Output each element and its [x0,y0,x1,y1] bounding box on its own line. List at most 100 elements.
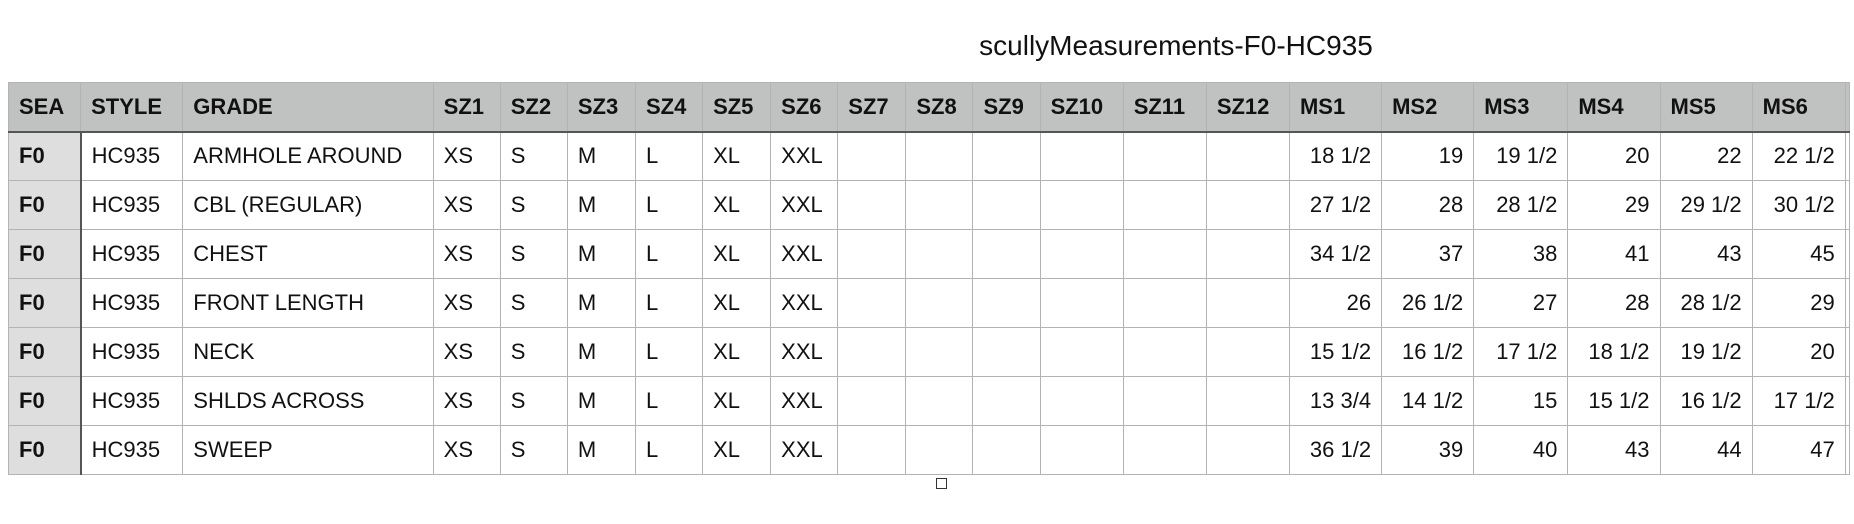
table-cell[interactable] [1039,376,1124,426]
table-cell[interactable]: L [634,327,704,377]
table-cell[interactable] [1122,327,1207,377]
table-cell[interactable] [1122,278,1207,328]
table-cell[interactable]: M [566,229,636,279]
table-cell[interactable]: XL [702,425,772,475]
table-cell[interactable]: M [566,327,636,377]
table-cell[interactable]: 41 [1567,229,1661,279]
table-cell[interactable] [1122,180,1207,230]
column-header-sea[interactable]: SEA [7,82,82,133]
column-header-sz5[interactable]: SZ5 [702,82,772,133]
table-cell[interactable]: 13 3/4 [1288,376,1383,426]
column-header-sz9[interactable]: SZ9 [972,82,1041,133]
table-cell[interactable] [837,180,907,230]
table-cell[interactable]: F0 [7,327,82,377]
table-cell[interactable]: XXL [770,425,839,475]
table-cell[interactable]: CBL (REGULAR) [182,180,434,230]
table-cell[interactable] [837,229,907,279]
table-cell[interactable]: 17 1/2 [1473,327,1569,377]
table-cell[interactable] [972,327,1041,377]
table-cell[interactable] [905,180,974,230]
table-cell[interactable]: FRONT LENGTH [182,278,434,328]
table-cell[interactable] [837,131,907,181]
table-cell[interactable]: 39 [1381,425,1475,475]
table-cell[interactable]: 45 [1751,229,1846,279]
table-cell[interactable]: 38 [1473,229,1569,279]
table-cell[interactable]: F0 [7,278,82,328]
table-cell[interactable]: 14 1/2 [1381,376,1475,426]
table-cell[interactable]: S [499,131,568,181]
table-cell[interactable] [1039,327,1124,377]
table-cell[interactable]: XXL [770,376,839,426]
table-cell[interactable]: 17 1/2 [1751,376,1846,426]
column-header-ms6[interactable]: MS6 [1751,82,1846,133]
table-cell[interactable]: HC935 [80,278,184,328]
table-cell[interactable] [1205,229,1290,279]
table-cell[interactable]: 28 1/2 [1659,278,1753,328]
table-cell[interactable]: XXL [770,131,839,181]
table-cell[interactable] [972,229,1041,279]
table-cell[interactable]: 36 1/2 [1288,425,1383,475]
table-cell[interactable]: 20 [1751,327,1846,377]
table-cell[interactable]: 18 1/2 [1288,131,1383,181]
table-cell[interactable] [1039,425,1124,475]
table-cell[interactable]: XS [432,376,501,426]
table-cell[interactable]: F0 [7,376,82,426]
table-cell[interactable]: L [634,180,704,230]
column-header-ms1[interactable]: MS1 [1288,82,1383,133]
column-header-grade[interactable]: GRADE [182,82,434,133]
table-cell[interactable]: XS [432,180,501,230]
column-header-ms4[interactable]: MS4 [1567,82,1661,133]
table-cell[interactable]: 20 [1567,131,1661,181]
table-cell[interactable]: XL [702,327,772,377]
table-cell[interactable]: M [566,278,636,328]
table-cell[interactable]: 28 [1381,180,1475,230]
table-cell[interactable] [837,278,907,328]
table-cell[interactable] [1039,180,1124,230]
table-cell[interactable] [1205,376,1290,426]
column-header-sz10[interactable]: SZ10 [1039,82,1124,133]
table-cell[interactable] [1844,131,1851,181]
table-cell[interactable] [905,131,974,181]
table-cell[interactable] [1122,425,1207,475]
table-resize-handle[interactable] [936,478,947,489]
table-cell[interactable] [1122,229,1207,279]
table-cell[interactable]: F0 [7,425,82,475]
table-cell[interactable]: 22 1/2 [1751,131,1846,181]
table-cell[interactable] [1205,327,1290,377]
table-cell[interactable]: 44 [1659,425,1753,475]
table-cell[interactable] [1205,131,1290,181]
table-cell[interactable]: L [634,278,704,328]
table-cell[interactable] [1122,376,1207,426]
measurements-table[interactable]: SEA STYLE GRADE SZ1 SZ2 SZ3 SZ4 SZ5 SZ6 SZ7 SZ8 SZ9… [7,82,1851,475]
table-cell[interactable] [905,278,974,328]
table-cell[interactable] [905,376,974,426]
table-cell[interactable]: 34 1/2 [1288,229,1383,279]
table-cell[interactable]: 30 1/2 [1751,180,1846,230]
table-cell[interactable]: HC935 [80,229,184,279]
column-header-sz3[interactable]: SZ3 [566,82,636,133]
table-cell[interactable]: XL [702,376,772,426]
table-cell[interactable]: S [499,229,568,279]
column-header-style[interactable]: STYLE [80,82,184,133]
table-cell[interactable]: 43 [1659,229,1753,279]
table-cell[interactable]: 16 1/2 [1659,376,1753,426]
table-cell[interactable]: 15 1/2 [1567,376,1661,426]
table-cell[interactable] [905,425,974,475]
table-cell[interactable] [1205,425,1290,475]
table-cell[interactable]: 15 1/2 [1288,327,1383,377]
table-cell[interactable]: 18 1/2 [1567,327,1661,377]
column-header-sz11[interactable]: SZ11 [1122,82,1207,133]
column-header-sz12[interactable]: SZ12 [1205,82,1290,133]
table-cell[interactable] [972,180,1041,230]
table-cell[interactable]: 43 [1567,425,1661,475]
table-cell[interactable]: XS [432,327,501,377]
column-header-sz4[interactable]: SZ4 [634,82,704,133]
table-cell[interactable]: XL [702,131,772,181]
table-cell[interactable]: HC935 [80,425,184,475]
table-cell[interactable] [837,376,907,426]
table-cell[interactable] [1039,229,1124,279]
column-header-sz1[interactable]: SZ1 [432,82,501,133]
table-cell[interactable]: S [499,327,568,377]
table-cell[interactable]: S [499,425,568,475]
table-cell[interactable]: 28 [1567,278,1661,328]
